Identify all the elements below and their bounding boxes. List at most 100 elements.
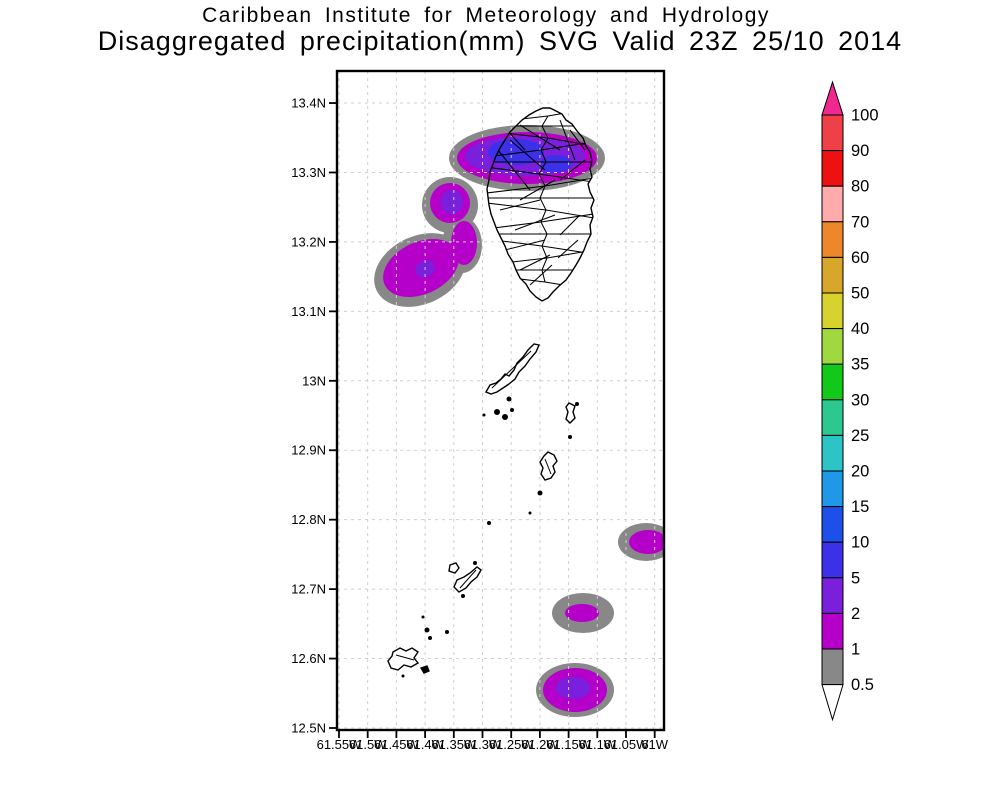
watershed-ray	[487, 185, 546, 195]
islet	[401, 674, 405, 678]
lon-tick-label: 61W	[641, 737, 668, 752]
colorbar-segment-35-40	[821, 328, 844, 365]
precip-area-2-5mm	[556, 677, 590, 699]
gridline-layer	[337, 71, 664, 730]
lat-tick-label: 12.7N	[291, 582, 326, 597]
colorbar-label: 20	[851, 463, 869, 481]
colorbar-arrow-top	[821, 80, 844, 116]
colorbar-label: 60	[851, 249, 869, 267]
precip-area-5-10mm	[488, 139, 544, 165]
lon-tick-label: 61.05W	[604, 737, 650, 752]
islet	[487, 521, 491, 525]
colorbar-label: 15	[851, 498, 869, 516]
lon-tick-label: 61.35W	[431, 737, 477, 752]
colorbar-segment-40-50	[821, 292, 844, 330]
island-interior-line	[491, 350, 532, 389]
watershed-ray	[487, 201, 547, 211]
islet	[528, 511, 532, 515]
colorbar-label: 1	[851, 641, 860, 659]
precip-area-2-5mm	[441, 190, 463, 214]
islet	[424, 627, 430, 633]
lon-tick-label: 61.55W	[317, 737, 363, 752]
islet	[506, 396, 512, 402]
colorbar-segment-70-80	[821, 185, 844, 223]
watershed-ray	[545, 209, 594, 220]
islet	[473, 561, 477, 565]
islet	[575, 402, 579, 406]
island-canouan	[539, 451, 558, 481]
colorbar-segment-10-15	[821, 506, 844, 543]
islet	[445, 630, 449, 634]
watershed-ray	[499, 199, 541, 211]
island-interior-line	[544, 458, 552, 475]
shaded-contour-layer	[374, 125, 664, 717]
colorbar-label: 50	[851, 285, 869, 303]
lat-tick-label: 12.8N	[291, 512, 326, 527]
chart-title: Disaggregated precipitation(mm) SVG Vali…	[97, 26, 903, 56]
watershed-ray	[519, 179, 556, 201]
colorbar-segment-25-30	[821, 399, 844, 436]
islet	[510, 408, 514, 412]
island-carriacou	[387, 647, 420, 671]
colorbar-segment-50-60	[821, 256, 844, 294]
watershed-ray	[559, 214, 581, 236]
axis-layer: 13.4N 13.3N 13.2N 13.1N 13N 12.9N 12.8N 12.7N 12…	[291, 96, 668, 752]
lon-tick-label: 61.15W	[546, 737, 592, 752]
watershed-ray	[544, 281, 594, 292]
watershed-ray	[504, 239, 546, 251]
colorbar-segment-90-100	[821, 114, 844, 152]
colorbar-label: 0.5	[851, 676, 874, 694]
lon-tick-label: 61.3W	[464, 737, 502, 752]
islet	[482, 413, 486, 417]
colorbar-segment-60-70	[821, 221, 844, 258]
colorbar-label: 80	[851, 178, 869, 196]
colorbar-label: 90	[851, 142, 869, 160]
precip-area-1-2mm	[629, 530, 664, 554]
lat-tick-label: 13.1N	[291, 304, 326, 319]
colorbar-label: 40	[851, 320, 869, 338]
islet	[568, 435, 572, 439]
watershed-ray	[487, 115, 549, 125]
lat-tick-label: 12.6N	[291, 651, 326, 666]
colorbar-segment-1-2	[821, 612, 844, 650]
precip-area-1-2mm	[565, 604, 599, 622]
colorbar-segment-15-20	[821, 470, 844, 508]
island-layer	[387, 107, 595, 678]
lon-tick-label: 61.5W	[349, 737, 387, 752]
watershed-ray	[546, 248, 594, 259]
islet	[502, 414, 508, 420]
lon-tick-label: 61.4W	[406, 737, 444, 752]
colorbar-label: 70	[851, 213, 869, 231]
colorbar-segment-80-90	[821, 150, 844, 187]
watershed-ray	[559, 159, 586, 181]
lat-tick-label: 12.9N	[291, 443, 326, 458]
lat-tick-label: 12.5N	[291, 721, 326, 736]
colorbar-label: 35	[851, 356, 869, 374]
islet	[494, 409, 500, 415]
colorbar-label: 25	[851, 427, 869, 445]
map-frame	[335, 69, 666, 732]
precip-area-5-10mm	[540, 155, 572, 173]
island-mustique	[565, 402, 576, 424]
lat-tick-label: 13.3N	[291, 165, 326, 180]
lat-tick-label: 13N	[302, 373, 326, 388]
watershed-ray	[519, 124, 561, 151]
watershed-ray	[559, 119, 576, 161]
colorbar-label: 30	[851, 391, 869, 409]
islet	[461, 594, 465, 598]
watershed-ray	[509, 139, 546, 171]
watershed-ray	[514, 214, 556, 231]
colorbar-layer: 100 90 80 70 60 50 40 35 30 25 20 15 10 5 2 1 0.5	[821, 80, 879, 722]
colorbar-arrow-bottom	[821, 684, 844, 722]
islet	[537, 490, 543, 496]
colorbar-label: 2	[851, 605, 860, 623]
watershed-ray	[529, 264, 553, 286]
colorbar-segment-20-25	[821, 434, 844, 472]
island-petite-martinique	[419, 665, 430, 674]
lon-tick-label: 61.45W	[374, 737, 420, 752]
watershed-ray	[544, 176, 594, 187]
colorbar-segment-30-35	[821, 363, 844, 401]
colorbar-label: 10	[851, 534, 869, 552]
